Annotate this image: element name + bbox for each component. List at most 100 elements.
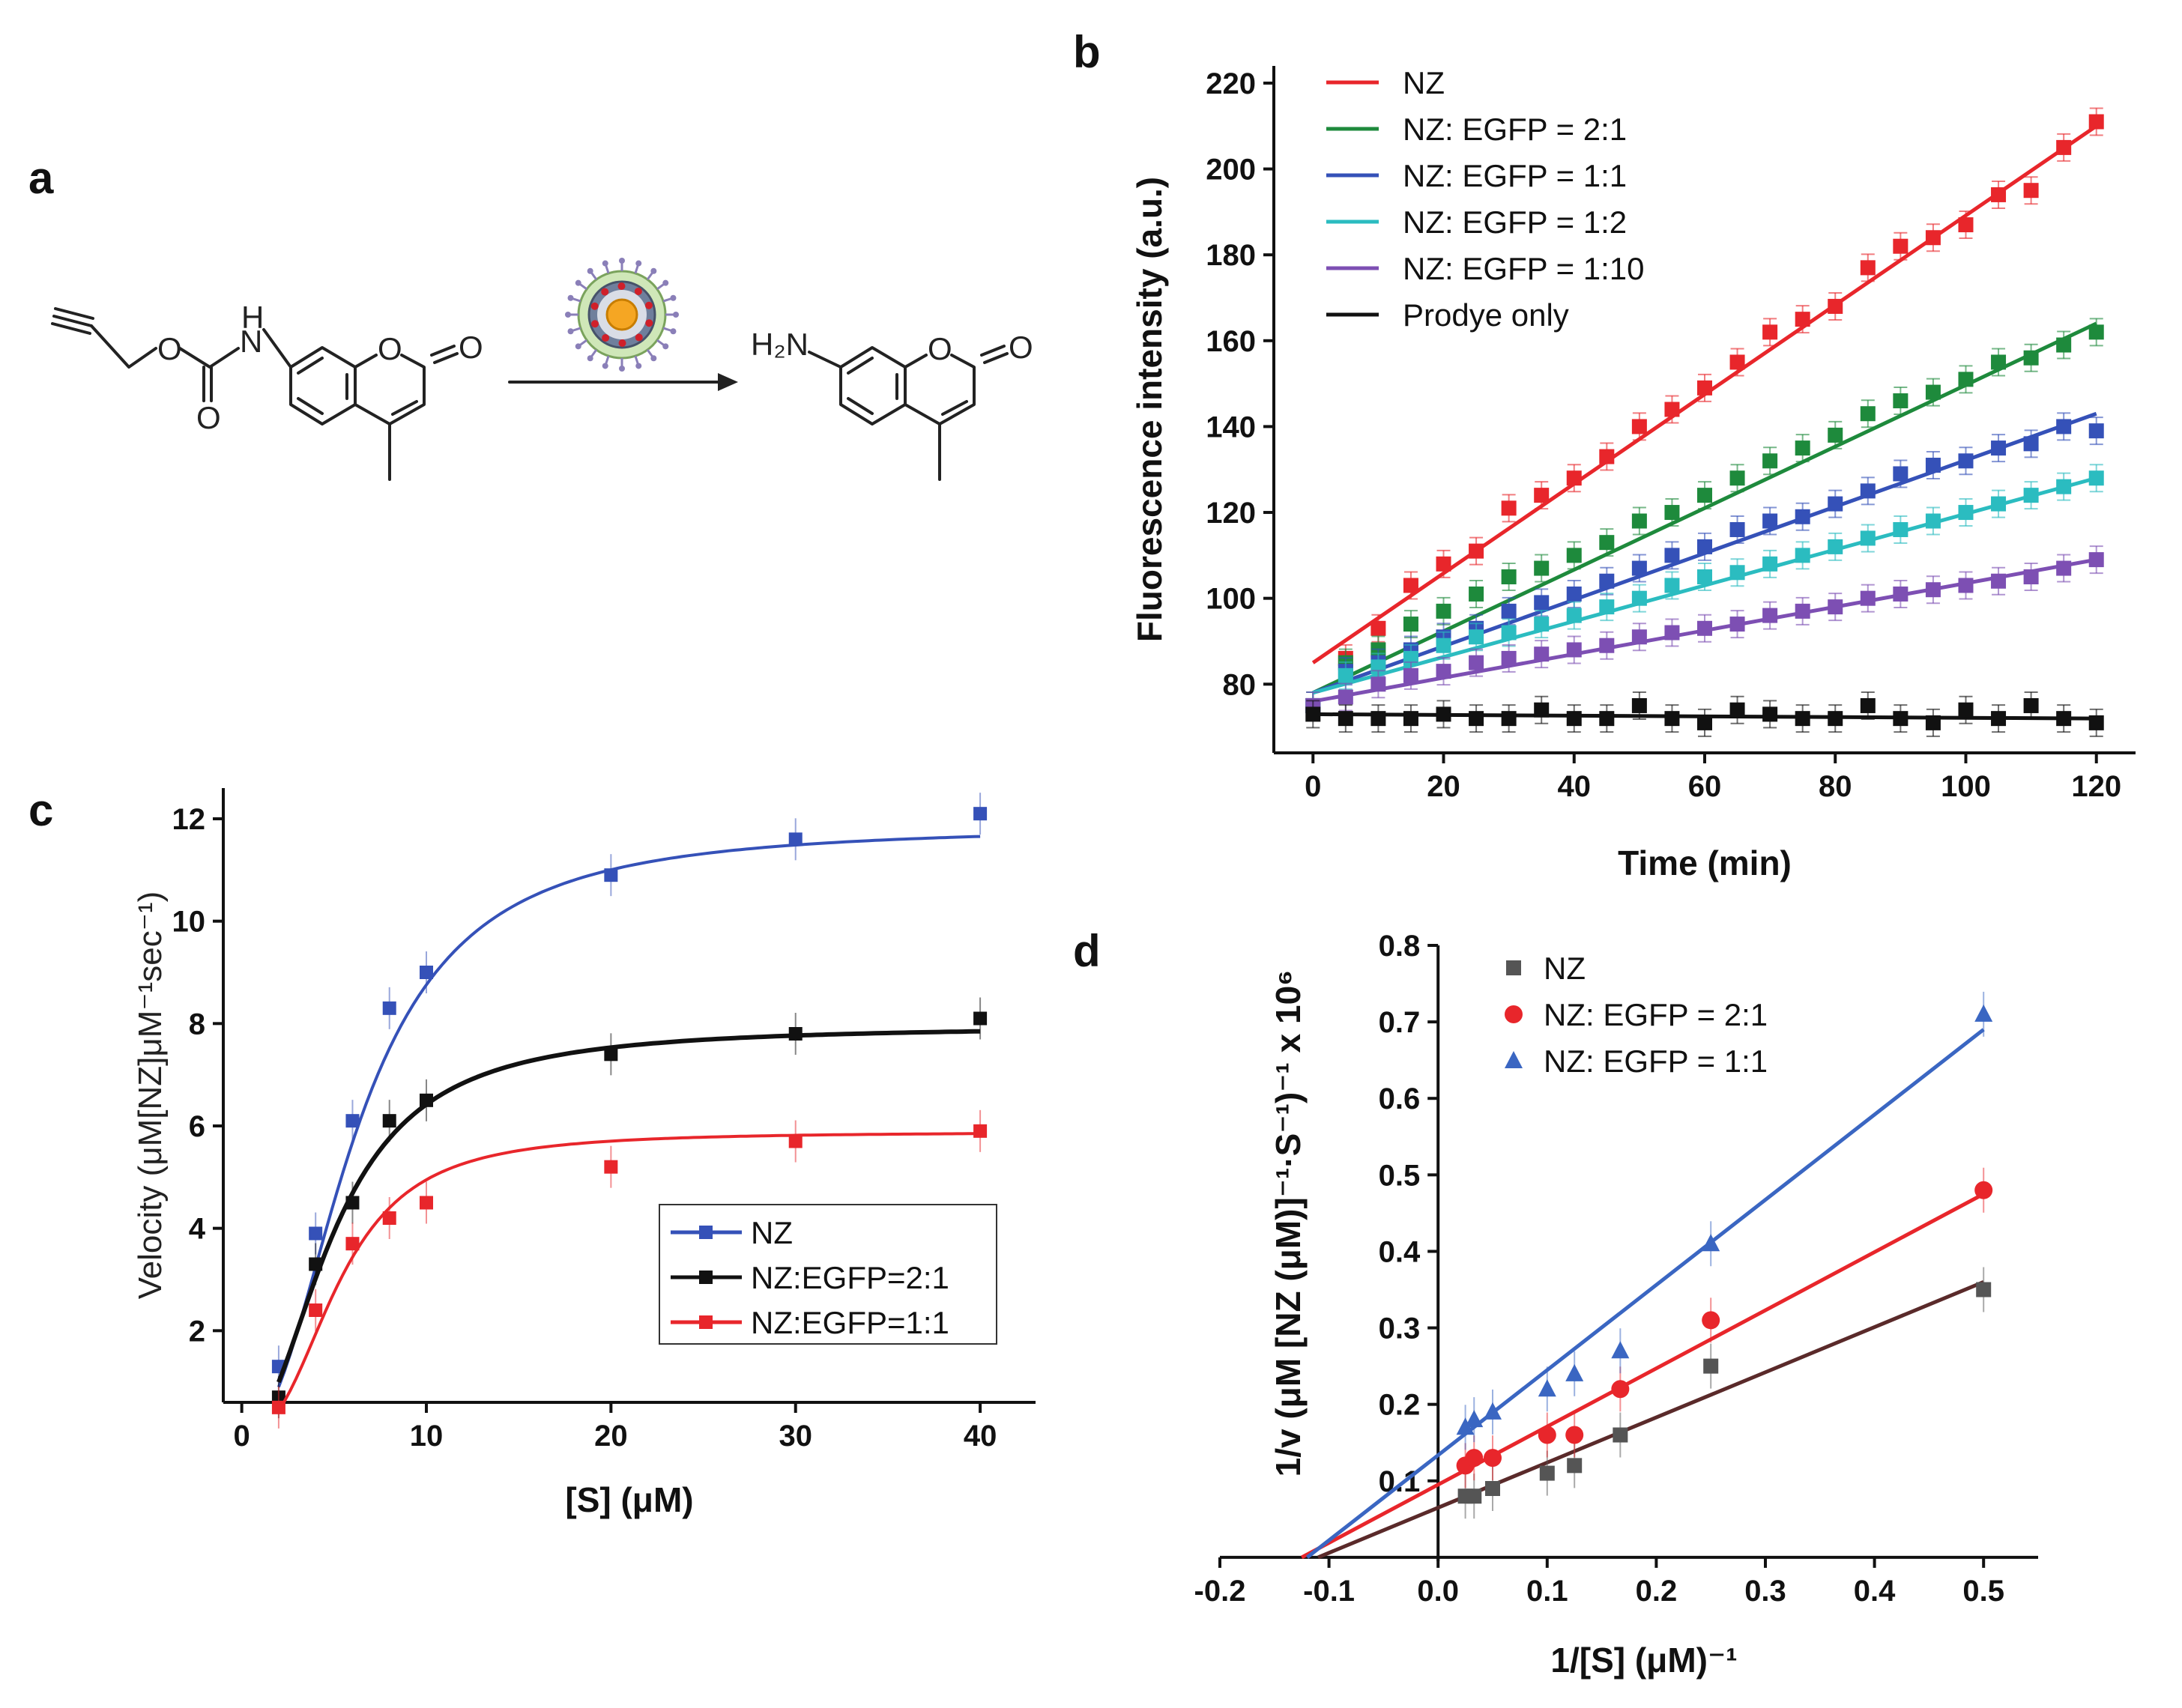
data-point: [1566, 548, 1582, 563]
data-point: [1566, 608, 1582, 623]
data-point: [1958, 372, 1974, 387]
y-axis-title: 1/v (μM [NZ (μM)]⁻¹·S⁻¹)⁻¹ x 10⁶: [1269, 970, 1308, 1477]
data-point: [1729, 521, 1745, 537]
legend-label: NZ: [1403, 65, 1445, 100]
data-point: [973, 1011, 988, 1026]
data-point: [1893, 466, 1909, 482]
data-point: [1925, 513, 1941, 529]
data-point: [1697, 539, 1712, 554]
fit-curve: [277, 1132, 981, 1411]
data-point: [1631, 590, 1647, 606]
series-1: [1301, 1167, 1993, 1560]
x-tick-label: 0.5: [1962, 1575, 2004, 1608]
nanozyme-spike-tip: [567, 328, 574, 335]
nanozyme-spike-tip: [575, 343, 581, 350]
data-point: [2023, 569, 2039, 585]
y-axis-title: Fluorescence intensity (a.u.): [1130, 177, 1169, 642]
series-5: [1305, 691, 2104, 737]
nanozyme-spike-tip: [635, 363, 642, 369]
x-axis-title: Time (min): [1618, 844, 1792, 882]
x-tick-label: 120: [2071, 770, 2121, 803]
data-point: [1925, 458, 1941, 473]
atom-amine: H₂N: [751, 327, 809, 362]
data-point: [1599, 711, 1615, 727]
x-tick-label: 40: [1558, 770, 1592, 803]
data-point: [1534, 702, 1550, 718]
nanozyme-payload-dot: [644, 301, 653, 309]
series-1: [271, 997, 988, 1419]
legend-label: NZ: [751, 1215, 793, 1250]
y-tick-label: 0.2: [1379, 1389, 1421, 1422]
data-point: [2056, 711, 2072, 727]
data-point: [1795, 312, 1810, 327]
legend-marker: [1505, 1051, 1523, 1068]
data-point: [1664, 402, 1680, 417]
fit-curve: [276, 1029, 981, 1384]
y-tick-label: 0.6: [1379, 1082, 1421, 1115]
data-point: [1762, 513, 1778, 529]
x-axis-title: 1/[S] (μM)⁻¹: [1550, 1641, 1737, 1680]
data-point: [1631, 419, 1647, 434]
x-tick-label: 0.3: [1744, 1575, 1786, 1608]
data-point: [973, 1124, 988, 1138]
data-point: [1565, 1426, 1584, 1444]
data-point: [1403, 711, 1418, 727]
x-tick-label: -0.2: [1194, 1575, 1246, 1608]
nanozyme-payload-dot: [618, 339, 626, 347]
y-tick-label: 0.3: [1379, 1312, 1421, 1345]
legend-label: NZ: EGFP = 1:2: [1403, 205, 1627, 240]
data-point: [1762, 453, 1778, 469]
y-tick-label: 80: [1223, 668, 1257, 701]
y-tick-label: 12: [172, 803, 206, 836]
data-point: [1501, 500, 1517, 516]
data-point: [1729, 470, 1745, 486]
data-point: [1534, 646, 1550, 662]
atom-o-ring: O: [378, 331, 402, 366]
data-point: [1991, 573, 2007, 589]
nanozyme-spike-tip: [670, 328, 677, 335]
series-2: [1305, 991, 1993, 1559]
nanozyme-payload-dot: [617, 282, 626, 291]
data-point: [1484, 1402, 1502, 1420]
data-point: [604, 1047, 618, 1062]
data-point: [2088, 470, 2104, 486]
data-point: [1795, 509, 1810, 524]
data-point: [1893, 521, 1909, 537]
data-point: [1538, 1379, 1556, 1397]
data-point: [1703, 1358, 1719, 1374]
panel-label-d: d: [1073, 926, 1101, 976]
data-point: [382, 1211, 396, 1225]
data-point: [420, 966, 433, 979]
data-point: [1501, 625, 1517, 640]
data-point: [1484, 1449, 1502, 1468]
data-point: [420, 1196, 433, 1210]
data-point: [1469, 543, 1484, 559]
legend-marker: [699, 1315, 713, 1329]
data-point: [788, 1027, 803, 1041]
y-tick-label: 10: [172, 906, 206, 939]
series-3: [1305, 464, 2104, 720]
x-tick-label: 0: [234, 1420, 250, 1453]
nanozyme-payload-dot: [635, 333, 643, 342]
y-tick-label: 140: [1206, 411, 1256, 443]
series-4: [1305, 545, 2104, 720]
chart-b: 0 20 40 60 80 100 120 80 100 120 140 160 180 200 220 Ti…: [1130, 65, 2136, 882]
data-point: [1991, 354, 2007, 370]
data-point: [1534, 595, 1550, 611]
y-tick-label: 6: [189, 1110, 205, 1143]
x-tick-label: 60: [1688, 770, 1722, 803]
data-point: [1338, 667, 1353, 683]
y-tick-label: 180: [1206, 239, 1256, 272]
series-0: [1317, 1267, 1992, 1560]
y-tick-label: 100: [1206, 583, 1256, 616]
series-0: [1305, 107, 2104, 720]
x-tick-label: 20: [1427, 770, 1460, 803]
data-point: [1465, 1449, 1484, 1468]
x-tick-label: 30: [779, 1420, 812, 1453]
nanozyme-spike-tip: [670, 294, 677, 301]
data-point: [1469, 655, 1484, 670]
y-axis-title: Velocity (μM[NZ]μM⁻¹sec⁻¹): [132, 891, 169, 1300]
nanozyme-spike-tip: [619, 258, 625, 264]
nanozyme-spike-tip: [602, 363, 608, 369]
legend-label: NZ: EGFP = 2:1: [1403, 112, 1627, 147]
